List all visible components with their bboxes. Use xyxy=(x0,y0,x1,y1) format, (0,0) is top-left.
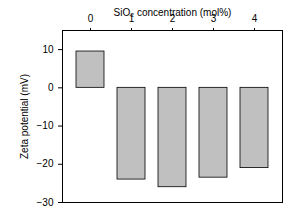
svg-text:Zeta potential (mV): Zeta potential (mV) xyxy=(19,74,30,159)
svg-text:0: 0 xyxy=(48,82,54,93)
svg-text:SiO₂ concentration (mol%): SiO₂ concentration (mol%) xyxy=(114,7,232,18)
svg-text:3: 3 xyxy=(210,12,217,24)
svg-text:4: 4 xyxy=(252,13,258,24)
svg-text:−10: −10 xyxy=(37,120,54,131)
svg-text:1: 1 xyxy=(128,12,135,24)
svg-text:10: 10 xyxy=(42,44,54,55)
svg-text:−20: −20 xyxy=(37,158,54,169)
svg-text:−30: −30 xyxy=(37,197,54,208)
svg-text:2: 2 xyxy=(169,12,176,24)
svg-text:0: 0 xyxy=(88,13,94,24)
